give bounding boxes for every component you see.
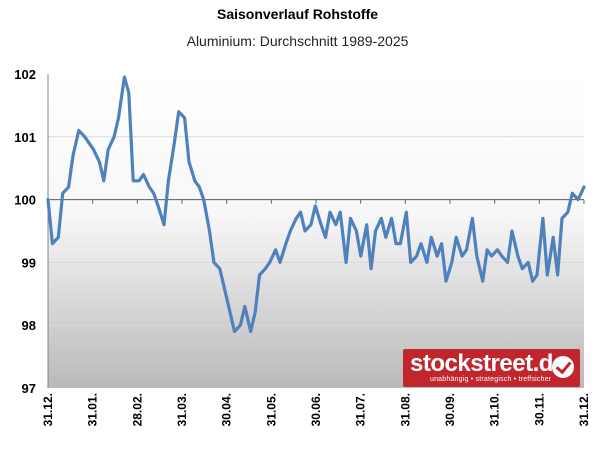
x-tick-label: 31.03. — [175, 393, 189, 426]
x-tick-label: 31.07. — [354, 393, 368, 426]
chart-subtitle: Aluminium: Durchschnitt 1989-2025 — [186, 33, 409, 49]
x-tick-label: 31.12. — [41, 393, 55, 426]
x-tick-label: 31.10. — [488, 393, 502, 426]
plot-area — [48, 74, 584, 388]
x-tick-label: 30.09. — [443, 393, 457, 426]
series-line — [46, 75, 586, 334]
x-tick-label: 31.12. — [577, 393, 591, 426]
y-tick-label: 99 — [22, 255, 36, 270]
x-tick-label: 31.01. — [86, 393, 100, 426]
checkmark-icon — [552, 356, 574, 378]
chart-title: Saisonverlauf Rohstoffe — [216, 6, 379, 22]
y-tick-label: 101 — [14, 130, 36, 145]
y-tick-label: 100 — [14, 193, 36, 208]
x-tick-label: 31.08. — [398, 393, 412, 426]
logo-text: stockstreet.de — [410, 350, 566, 377]
x-tick-label: 28.02. — [130, 393, 144, 426]
x-tick-label: 30.04. — [220, 393, 234, 426]
stockstreet-logo: stockstreet.de unabhängig • strategisch … — [403, 349, 580, 387]
x-tick-label: 30.06. — [309, 393, 323, 426]
x-tick-label: 30.11. — [532, 393, 546, 426]
y-tick-label: 98 — [22, 318, 36, 333]
x-tick-label: 31.05. — [264, 393, 278, 426]
logo-tagline: unabhängig • strategisch • treffsicher — [430, 376, 552, 383]
y-tick-label: 102 — [14, 67, 36, 82]
y-tick-label: 97 — [22, 381, 36, 396]
